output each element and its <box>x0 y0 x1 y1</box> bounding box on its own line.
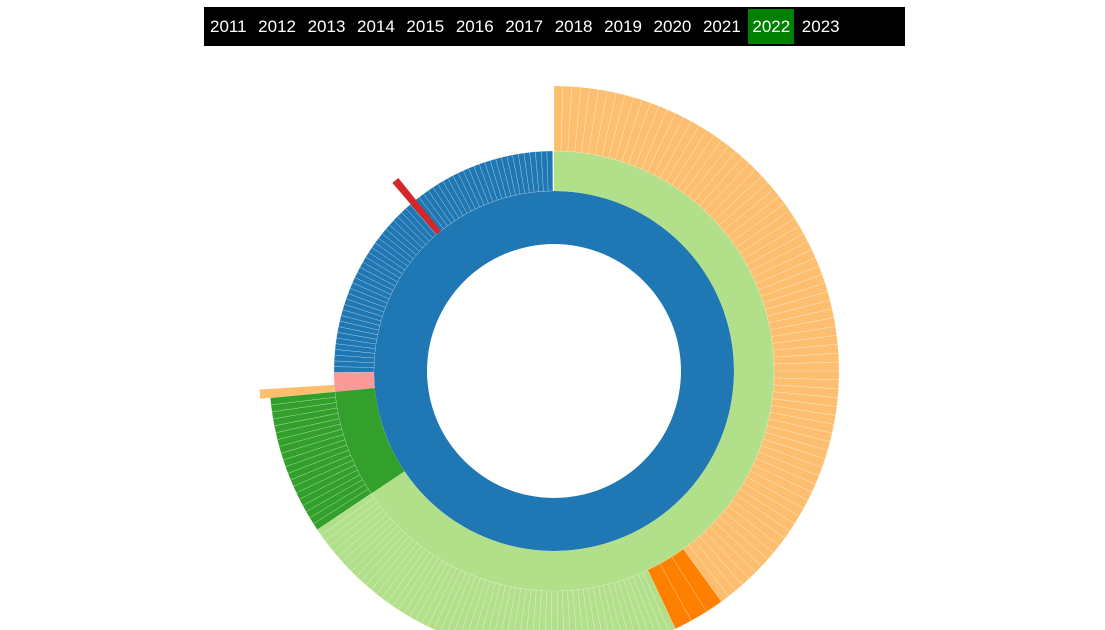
sunburst-arc-ring2-seg4-leaf1[interactable] <box>333 366 375 373</box>
sunburst-arc-ring2-seg2[interactable] <box>334 387 405 494</box>
sunburst-arc-ring3-seg4-leaf20[interactable] <box>270 391 336 406</box>
year-button-2012[interactable]: 2012 <box>258 17 296 36</box>
year-button-2017[interactable]: 2017 <box>505 17 544 36</box>
year-button-2014[interactable]: 2014 <box>357 17 395 36</box>
sunburst-arc-ring2-seg4-leaf60[interactable] <box>546 150 554 192</box>
sunburst-spike-red[interactable] <box>392 177 442 235</box>
year-button-2019[interactable]: 2019 <box>604 17 642 36</box>
sunburst-arc-ring1-seg1[interactable] <box>374 191 734 551</box>
sunburst-arc-ring3-seg5[interactable] <box>259 384 335 399</box>
sunburst-arc-ring2-seg3[interactable] <box>334 372 375 392</box>
year-button-2021[interactable]: 2021 <box>702 17 741 36</box>
year-button-2023[interactable]: 2023 <box>801 17 840 36</box>
year-button-2011[interactable]: 2011 <box>210 17 247 36</box>
year-button-2015[interactable]: 2015 <box>406 17 445 36</box>
year-button-2018[interactable]: 2018 <box>554 17 593 36</box>
year-button-2016[interactable]: 2016 <box>455 17 494 36</box>
sunburst-arc-ring3-seg3-leaf19[interactable] <box>551 590 558 630</box>
year-button-2022[interactable]: 2022 <box>748 9 795 44</box>
year-button-2020[interactable]: 2020 <box>653 17 692 36</box>
year-button-2013[interactable]: 2013 <box>307 17 346 36</box>
year-selector: 2011 2012 2013 2014 2015 2016 2017 2018 2019 2020… <box>204 7 905 46</box>
